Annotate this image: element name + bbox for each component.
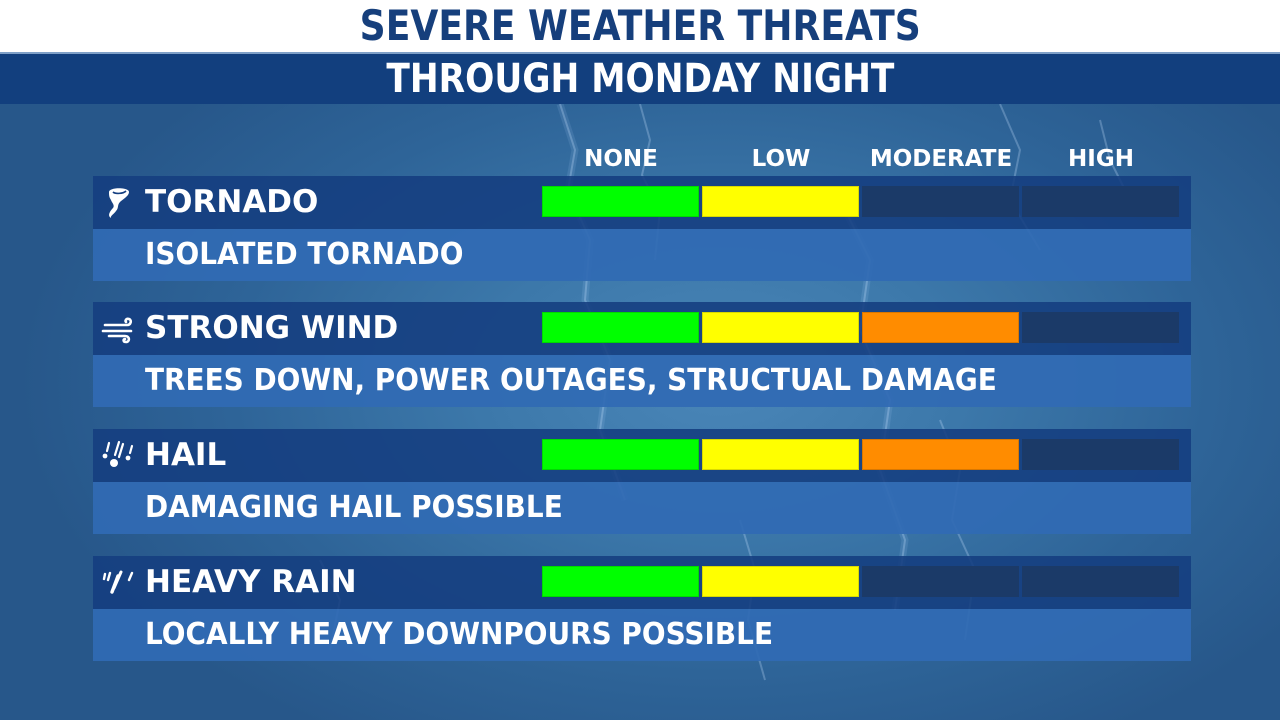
threat-description: DAMAGING HAIL POSSIBLE	[145, 490, 563, 525]
threat-name: HAIL	[145, 437, 227, 473]
title-bar: SEVERE WEATHER THREATS	[0, 0, 1280, 52]
level-segment-moderate	[862, 312, 1019, 343]
threat-level-bar	[542, 186, 1180, 217]
level-segment-high	[1022, 566, 1179, 597]
tornado-icon	[109, 188, 129, 218]
level-segment-low	[702, 186, 859, 217]
level-segment-moderate	[862, 186, 1019, 217]
hail-icon	[102, 440, 134, 467]
page-title: SEVERE WEATHER THREATS	[359, 1, 921, 50]
level-segment-none	[542, 186, 699, 217]
level-segment-low	[702, 312, 859, 343]
rain-icon	[102, 570, 134, 594]
threat-name: HEAVY RAIN	[145, 564, 357, 600]
threat-strong-wind: STRONG WIND TREES DOWN, POWER OUTAGES, S…	[93, 302, 1191, 407]
level-segment-moderate	[862, 439, 1019, 470]
wind-icon	[101, 317, 133, 344]
level-segment-none	[542, 566, 699, 597]
level-segment-none	[542, 312, 699, 343]
threat-hail: HAIL DAMAGING HAIL POSSIBLE	[93, 429, 1191, 534]
threat-description-row: ISOLATED TORNADO	[93, 229, 1191, 281]
level-segment-low	[702, 566, 859, 597]
threat-description-row: TREES DOWN, POWER OUTAGES, STRUCTUAL DAM…	[93, 355, 1191, 407]
threat-header: HAIL	[93, 429, 1191, 482]
page-subtitle: THROUGH MONDAY NIGHT	[385, 56, 895, 102]
threat-description: LOCALLY HEAVY DOWNPOURS POSSIBLE	[145, 617, 774, 652]
level-label-high: HIGH	[1068, 146, 1134, 172]
threat-description-row: LOCALLY HEAVY DOWNPOURS POSSIBLE	[93, 609, 1191, 661]
threat-header: TORNADO	[93, 176, 1191, 229]
threat-description: TREES DOWN, POWER OUTAGES, STRUCTUAL DAM…	[145, 363, 997, 398]
threat-level-bar	[542, 312, 1180, 343]
threat-description: ISOLATED TORNADO	[145, 237, 464, 272]
threat-header: HEAVY RAIN	[93, 556, 1191, 609]
level-segment-none	[542, 439, 699, 470]
level-segment-low	[702, 439, 859, 470]
threat-name: TORNADO	[145, 184, 319, 220]
level-segment-moderate	[862, 566, 1019, 597]
threat-level-bar	[542, 439, 1180, 470]
threat-level-bar	[542, 566, 1180, 597]
threat-name: STRONG WIND	[145, 310, 399, 346]
subtitle-bar: THROUGH MONDAY NIGHT	[0, 52, 1280, 104]
threat-description-row: DAMAGING HAIL POSSIBLE	[93, 482, 1191, 534]
level-segment-high	[1022, 439, 1179, 470]
level-segment-high	[1022, 186, 1179, 217]
threat-scale-legend: NONE LOW MODERATE HIGH	[542, 144, 1182, 174]
threat-tornado: TORNADO ISOLATED TORNADO	[93, 176, 1191, 281]
level-segment-high	[1022, 312, 1179, 343]
level-label-low: LOW	[751, 146, 811, 172]
level-label-none: NONE	[584, 146, 658, 172]
threat-heavy-rain: HEAVY RAIN LOCALLY HEAVY DOWNPOURS POSSI…	[93, 556, 1191, 661]
level-label-moderate: MODERATE	[869, 146, 1013, 172]
threat-header: STRONG WIND	[93, 302, 1191, 355]
